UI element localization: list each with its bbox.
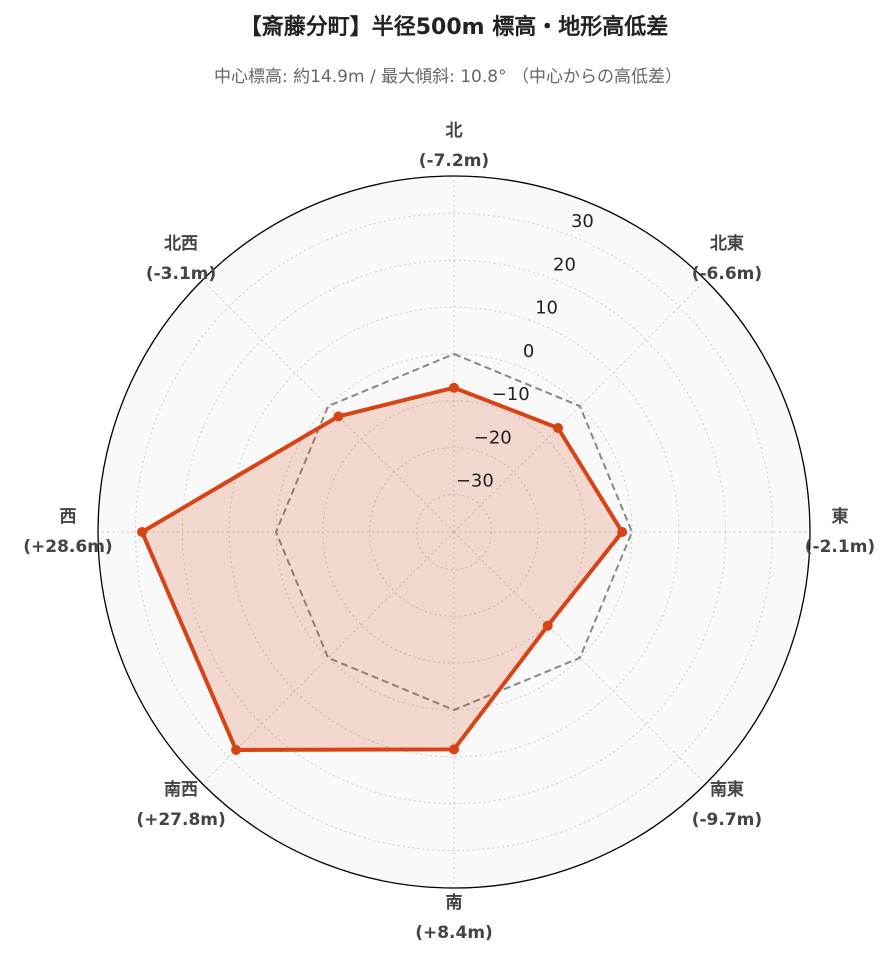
value-label: (+28.6m)	[23, 537, 112, 557]
data-point	[137, 527, 148, 537]
value-label: (-7.2m)	[419, 151, 489, 171]
r-tick-label: 20	[553, 254, 576, 275]
data-point	[333, 411, 344, 422]
grid-spoke	[201, 531, 455, 785]
grid-circle	[228, 306, 680, 758]
chart-title: 【斎藤分町】半径500m 標高・地形高低差	[240, 14, 669, 40]
r-tick-label: −20	[474, 427, 512, 448]
r-tick-label: 10	[535, 298, 558, 319]
value-label: (+27.8m)	[136, 810, 225, 830]
grid-spoke	[453, 279, 707, 533]
r-tick-label: 30	[571, 211, 594, 232]
data-point	[617, 527, 628, 537]
value-label: (-9.7m)	[692, 810, 762, 830]
plot-border	[97, 175, 811, 889]
value-label: (-2.1m)	[805, 537, 875, 557]
chart-subtitle: 中心標高: 約14.9m / 最大傾斜: 10.8° （中心からの高低差）	[214, 67, 682, 87]
r-tick-label: −30	[456, 471, 494, 492]
grid-circle	[275, 353, 633, 711]
category-label: 南西	[164, 779, 198, 800]
category-label: 西	[60, 507, 77, 527]
category-label: 東	[832, 506, 849, 527]
data-area	[142, 387, 623, 750]
data-point	[449, 744, 459, 755]
category-label: 南	[446, 892, 463, 913]
data-point	[553, 422, 564, 433]
grid-spoke	[453, 531, 707, 785]
data-point	[449, 382, 459, 393]
reference-line	[274, 352, 634, 712]
category-label: 北東	[710, 233, 744, 254]
data-point	[542, 620, 553, 631]
grid-spoke	[201, 279, 455, 533]
category-label: 北	[446, 121, 463, 141]
data-point	[231, 744, 242, 755]
r-tick-label: −10	[492, 384, 530, 405]
category-label: 北西	[164, 234, 198, 254]
value-label: (-6.6m)	[692, 264, 762, 284]
r-tick-label: 0	[523, 341, 534, 362]
value-label: (-3.1m)	[146, 264, 216, 284]
grid-circle	[134, 212, 774, 852]
grid-circle	[369, 447, 539, 617]
value-label: (+8.4m)	[415, 923, 493, 943]
grid-circle	[416, 494, 492, 570]
category-label: 南東	[710, 779, 744, 800]
